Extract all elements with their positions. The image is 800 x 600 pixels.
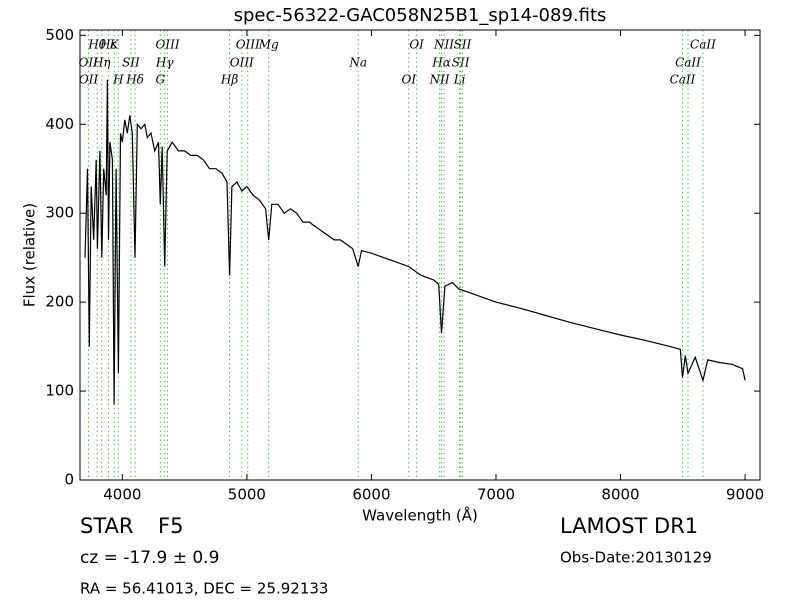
- y-tick-label: 300: [45, 204, 74, 222]
- spectral-line-label: Hδ: [125, 73, 144, 87]
- chart-title: spec-56322-GAC058N25B1_sp14-089.fits: [234, 5, 607, 26]
- spectral-line-label: SII: [454, 38, 472, 52]
- x-tick-label: 8000: [601, 486, 639, 504]
- subclass: F5: [158, 514, 183, 538]
- x-tick-label: 9000: [726, 486, 764, 504]
- object-class: STAR: [80, 514, 133, 538]
- spectrum-line: [84, 79, 746, 405]
- spectral-line-label: CaII: [690, 38, 716, 52]
- plot-frame: [79, 29, 761, 481]
- spectral-line-label: G: [156, 73, 166, 87]
- y-axis-label: Flux (relative): [21, 203, 39, 307]
- y-tick-label: 400: [45, 115, 74, 133]
- spectral-line-label: Hα: [431, 56, 451, 70]
- spectral-line-label: Hβ: [220, 73, 238, 87]
- spectral-line-label: K: [109, 38, 120, 52]
- y-tick-label: 100: [45, 382, 74, 400]
- spectral-line-label: OI: [402, 73, 417, 87]
- spectral-line-label: OIII: [230, 56, 254, 70]
- x-axis-label: Wavelength (Å): [362, 506, 478, 525]
- redshift: cz = -17.9 ± 0.9: [80, 548, 219, 568]
- spectral-line-label: OIII: [236, 38, 260, 52]
- x-tick-label: 7000: [477, 486, 515, 504]
- spectral-line-label: SII: [122, 56, 140, 70]
- spectral-line-label: OII: [79, 73, 99, 87]
- y-tick-label: 0: [64, 471, 74, 489]
- x-tick-label: 4000: [103, 486, 141, 504]
- spectral-line-label: Hη: [92, 56, 111, 70]
- spectral-line-label: Na: [348, 56, 367, 70]
- y-tick-label: 200: [45, 293, 74, 311]
- obs-date: Obs-Date:20130129: [560, 549, 712, 567]
- spectral-line-label: NII: [433, 38, 454, 52]
- x-tick-label: 5000: [228, 486, 266, 504]
- spectral-line-label: H: [112, 73, 124, 87]
- spectral-line-label: CaII: [670, 73, 696, 87]
- spectral-line-label: Hγ: [155, 56, 174, 70]
- spectral-line-label: Hε: [99, 38, 117, 52]
- spectral-line-label: CaII: [675, 56, 701, 70]
- spectral-line-label: SII: [452, 56, 470, 70]
- survey: LAMOST DR1: [560, 514, 698, 538]
- spectral-line-label: OI: [409, 38, 424, 52]
- spectral-line-label: Mg: [258, 38, 279, 52]
- spectral-line-label: OIII: [156, 38, 180, 52]
- y-tick-label: 500: [45, 26, 74, 44]
- spectral-line-label: Li: [453, 73, 466, 87]
- coordinates: RA = 56.41013, DEC = 25.92133: [80, 580, 328, 598]
- x-tick-label: 6000: [352, 486, 390, 504]
- spectral-line-label: NII: [429, 73, 450, 87]
